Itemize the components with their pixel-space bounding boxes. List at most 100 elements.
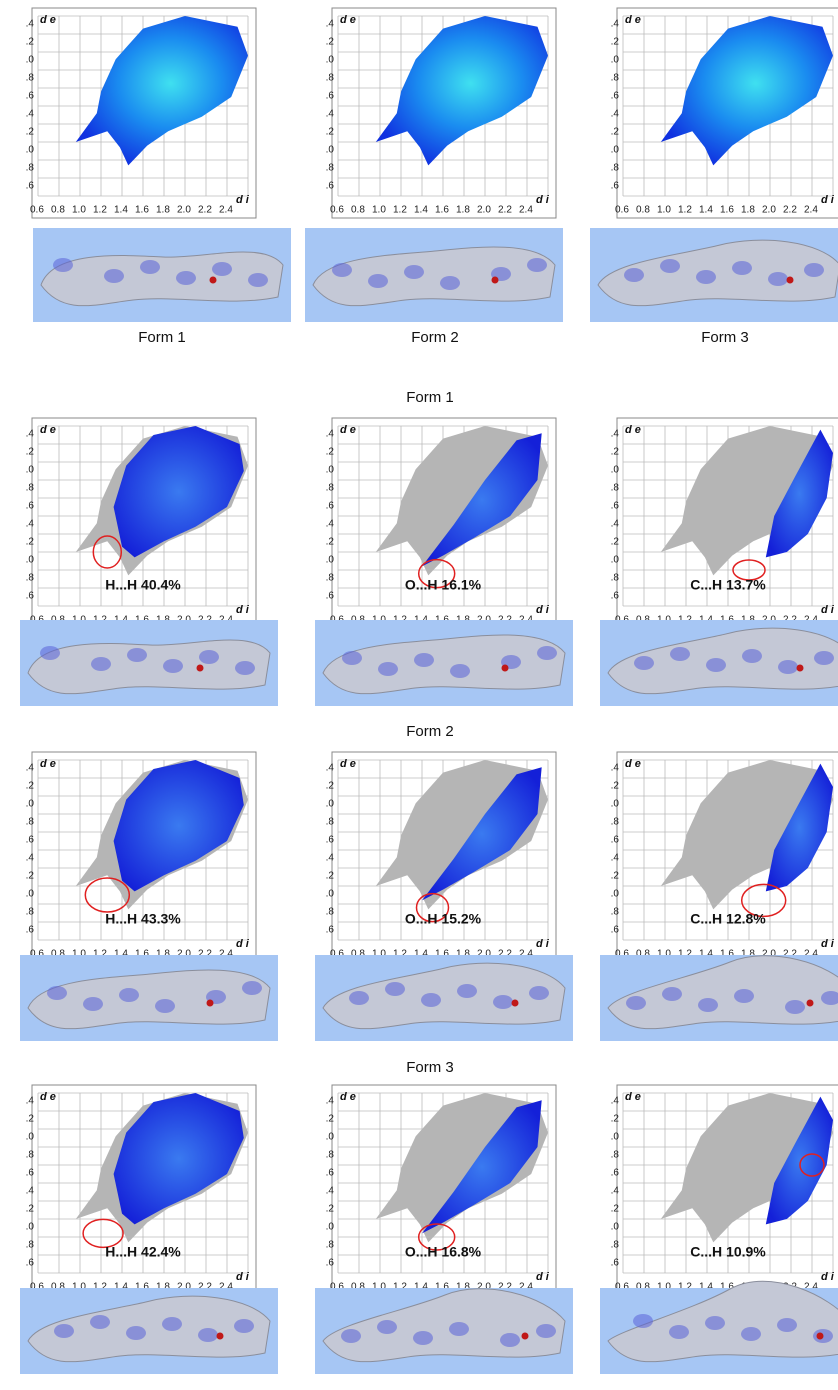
x-tick-label: 2.2 (783, 205, 797, 216)
surface-patch (385, 982, 405, 996)
surface-patch (155, 999, 175, 1013)
x-tick-label: 2.4 (519, 205, 533, 216)
y-tick-label: .0 (326, 465, 335, 476)
x-tick-label: 1.8 (156, 205, 170, 216)
surface-patch (777, 1318, 797, 1332)
y-axis-label: d e (40, 424, 56, 436)
surface-patch (198, 1328, 218, 1342)
x-axis-label: d i (536, 604, 550, 616)
surface-patch (821, 991, 838, 1005)
y-tick-label: .0 (326, 145, 335, 156)
highlight-ring (799, 1153, 825, 1177)
y-tick-label: .0 (26, 889, 35, 900)
surface-patch (449, 1322, 469, 1336)
surface-patch (660, 259, 680, 273)
y-tick-label: .8 (26, 1150, 35, 1161)
y-tick-label: .0 (26, 799, 35, 810)
y-tick-label: .8 (26, 817, 35, 828)
form-label: Form 3 (701, 329, 749, 346)
y-tick-label: .8 (26, 73, 35, 84)
surface (312, 246, 556, 307)
y-tick-label: .0 (26, 555, 35, 566)
y-tick-label: .0 (326, 889, 335, 900)
y-axis-label: d e (40, 758, 56, 770)
y-tick-label: .0 (26, 465, 35, 476)
highlight-ring (740, 883, 787, 918)
x-tick-label: 1.6 (135, 1282, 149, 1293)
x-tick-label: 2.2 (198, 1282, 212, 1293)
surface-patch (440, 276, 460, 290)
x-tick-label: 1.2 (678, 949, 692, 960)
y-tick-label: .2 (26, 127, 35, 138)
x-tick-label: 1.0 (372, 949, 386, 960)
x-tick-label: 1.8 (156, 949, 170, 960)
y-tick-label: .8 (611, 163, 620, 174)
y-tick-label: .2 (26, 781, 35, 792)
fingerprint-contact (422, 1100, 542, 1234)
fingerprint-full (660, 426, 833, 576)
section-title: Form 2 (406, 723, 454, 740)
x-axis-label: d i (536, 938, 550, 950)
y-tick-label: .2 (611, 127, 620, 138)
y-tick-label: .8 (611, 1150, 620, 1161)
surface-patch (342, 651, 362, 665)
x-tick-label: 2.0 (477, 205, 491, 216)
fingerprint (660, 16, 833, 166)
section-title: Form 1 (406, 389, 454, 406)
y-tick-label: .2 (326, 447, 335, 458)
fingerprint (375, 16, 548, 166)
y-tick-label: .4 (26, 853, 35, 864)
surface-patch (341, 1329, 361, 1343)
x-tick-label: 2.0 (762, 949, 776, 960)
y-tick-label: .6 (326, 91, 335, 102)
surface-patch (734, 989, 754, 1003)
y-tick-label: .6 (611, 925, 620, 936)
y-tick-label: .6 (26, 835, 35, 846)
y-tick-label: .6 (26, 591, 35, 602)
surface-patch (670, 647, 690, 661)
y-tick-label: .2 (611, 37, 620, 48)
y-tick-label: .8 (326, 907, 335, 918)
highlight-ring (82, 1218, 124, 1249)
x-tick-label: 0.8 (636, 1282, 650, 1293)
y-tick-label: .0 (26, 55, 35, 66)
y-tick-label: .0 (611, 55, 620, 66)
y-tick-label: .8 (26, 483, 35, 494)
y-tick-label: .0 (326, 1222, 335, 1233)
surface-patch (40, 646, 60, 660)
x-tick-label: 1.4 (414, 1282, 428, 1293)
x-tick-label: 0.8 (351, 1282, 365, 1293)
y-tick-label: .6 (26, 925, 35, 936)
y-tick-label: .8 (611, 1240, 620, 1251)
fingerprint-contact (422, 433, 542, 567)
surface-patch (536, 1324, 556, 1338)
y-tick-label: .2 (611, 1204, 620, 1215)
surface-patch (421, 993, 441, 1007)
surface-patch (741, 1327, 761, 1341)
x-tick-label: 1.2 (678, 205, 692, 216)
y-axis-label: d e (340, 424, 356, 436)
contact-spot (521, 1332, 529, 1340)
fingerprint-contact (113, 1093, 244, 1225)
surface-patch (404, 265, 424, 279)
y-tick-label: .2 (611, 447, 620, 458)
x-tick-label: 1.8 (456, 1282, 470, 1293)
y-axis-label: d e (340, 1091, 356, 1103)
surface-patch (234, 1319, 254, 1333)
y-tick-label: .6 (326, 925, 335, 936)
x-axis-label: d i (821, 604, 835, 616)
x-tick-label: 1.8 (156, 1282, 170, 1293)
x-tick-label: 1.4 (114, 205, 128, 216)
x-tick-label: 2.2 (498, 949, 512, 960)
x-tick-label: 1.8 (741, 205, 755, 216)
surface-patch (53, 258, 73, 272)
x-tick-label: 1.2 (678, 1282, 692, 1293)
surface-patch (140, 260, 160, 274)
y-tick-label: .6 (611, 591, 620, 602)
x-tick-label: 1.8 (456, 949, 470, 960)
surface (27, 969, 271, 1030)
fingerprint-contact (113, 426, 244, 558)
y-tick-label: .8 (326, 573, 335, 584)
fingerprint-full (660, 760, 833, 910)
y-tick-label: .4 (26, 763, 35, 774)
